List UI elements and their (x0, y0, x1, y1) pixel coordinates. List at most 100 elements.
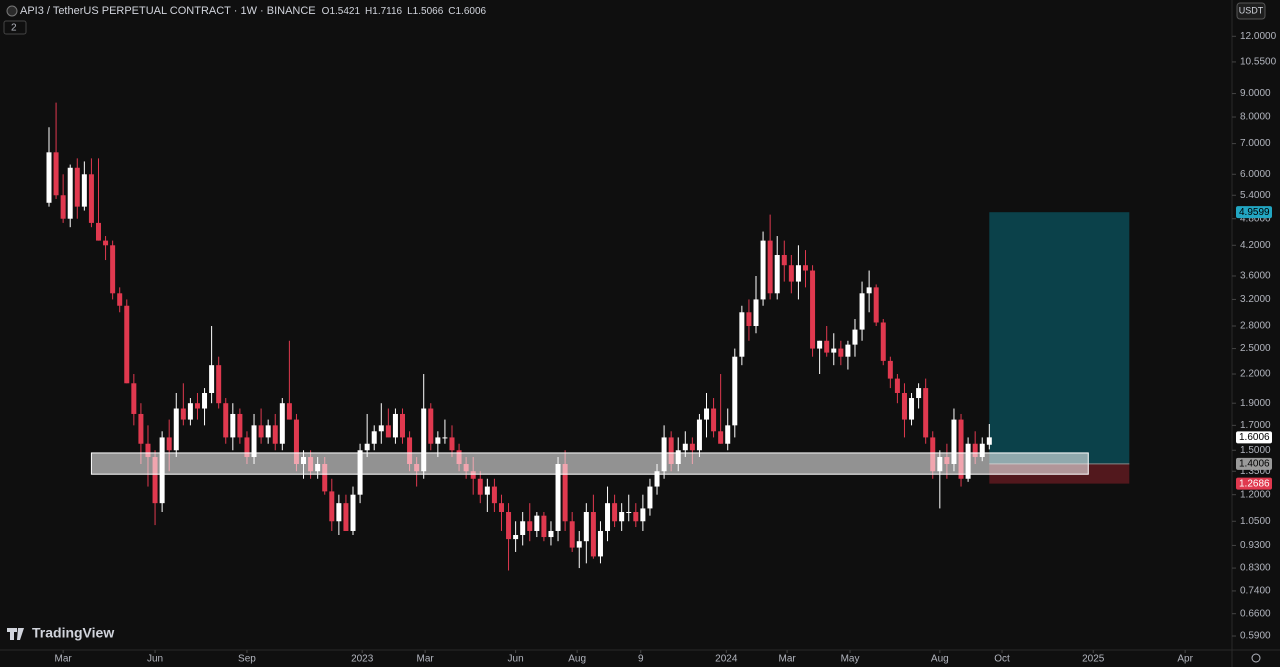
candle-body (972, 443, 978, 458)
settings-button[interactable] (1251, 653, 1261, 663)
y-tick-label: 0.6600 (1240, 608, 1271, 619)
candle-body (520, 521, 526, 536)
candle-body (753, 299, 759, 327)
candle-body (202, 392, 208, 409)
candle-body (103, 240, 109, 246)
candle-body (187, 403, 193, 420)
entry-price-label: 1.4006 (1239, 459, 1270, 470)
candle-body (647, 486, 653, 509)
candle-body (364, 443, 370, 451)
candle-body (682, 443, 688, 451)
x-tick-label: Jun (147, 654, 163, 665)
candle-body (336, 503, 342, 522)
candle-body (449, 437, 455, 451)
y-tick-label: 1.7000 (1240, 420, 1271, 431)
candle-body (873, 287, 879, 323)
x-tick-label: Mar (417, 654, 435, 665)
candle-body (562, 464, 568, 522)
y-tick-label: 6.0000 (1240, 169, 1271, 180)
y-tick-label: 12.0000 (1240, 31, 1277, 42)
ohlc-letter: O (322, 6, 330, 17)
candle-body (555, 464, 561, 531)
candle-body (265, 425, 271, 438)
candle-body (194, 403, 200, 409)
y-tick-label: 4.2000 (1240, 240, 1271, 251)
x-tick-label: 2023 (351, 654, 374, 665)
y-tick-label: 1.3500 (1240, 466, 1271, 477)
candle-body (484, 486, 490, 495)
candle-body (626, 512, 632, 514)
candle-body (67, 167, 73, 219)
candle-body (506, 512, 512, 540)
brand-logo: TradingView (32, 625, 114, 641)
candle-body (343, 503, 349, 531)
candle-body (498, 503, 504, 513)
symbol-icon[interactable] (6, 5, 18, 17)
x-tick-label: Jun (508, 654, 524, 665)
x-tick-label: 2024 (715, 654, 738, 665)
x-tick-label: Oct (994, 654, 1010, 665)
ohlc-readout: O1.5421 H1.7116 L1.5066 C1.6006 (322, 6, 487, 17)
candle-body (237, 413, 243, 438)
candle-body (110, 245, 116, 294)
ohlc-value: 1.7116 (372, 6, 402, 17)
brand-icon (7, 628, 24, 640)
candle-body (322, 464, 328, 492)
position-target-zone (989, 212, 1130, 464)
currency-button[interactable] (1236, 2, 1266, 20)
candle-body (400, 413, 405, 438)
candle-body (916, 388, 922, 399)
ohlc-value: 1.5421 (329, 6, 360, 17)
candle-body (619, 512, 625, 522)
indicator-toggle[interactable] (3, 20, 27, 35)
candle-body (272, 425, 278, 444)
x-tick-label: Apr (1177, 654, 1193, 665)
candle-body (774, 255, 780, 294)
candle-body (704, 408, 710, 420)
y-tick-label: 0.5900 (1240, 631, 1271, 642)
x-tick-label: Mar (55, 654, 73, 665)
y-tick-label: 1.5000 (1240, 445, 1271, 456)
candle-body (923, 388, 929, 438)
candle-body (88, 174, 94, 223)
candle-body (795, 265, 801, 282)
candle-body (258, 425, 264, 438)
candle-body (350, 494, 356, 531)
candle-body (95, 222, 101, 241)
y-tick-label: 9.0000 (1240, 88, 1271, 99)
candle-body (668, 437, 674, 465)
candle-body (909, 398, 915, 420)
candle-body (817, 340, 823, 349)
candle-body (548, 530, 554, 538)
candle-body (788, 265, 794, 282)
candle-body (46, 152, 52, 203)
candle-body (60, 195, 66, 219)
candle-body (838, 348, 844, 357)
candle-body (421, 408, 427, 472)
stop-price-label-bg (1236, 477, 1272, 490)
stop-price-label: 1.2686 (1239, 478, 1270, 489)
candle-body (74, 167, 80, 207)
candle-body (583, 512, 589, 542)
y-tick-label: 2.2000 (1240, 369, 1271, 380)
candle-body (802, 265, 808, 271)
x-tick-label: 9 (638, 654, 644, 665)
candle-body (746, 312, 752, 327)
support-zone (90, 452, 1089, 475)
candle-body (251, 425, 257, 458)
candle-body (230, 413, 236, 438)
candle-body (732, 356, 738, 426)
candle-body (696, 419, 702, 451)
candle-body (845, 344, 851, 357)
candle-body (640, 508, 646, 522)
candle-body (173, 408, 179, 451)
candle-body (378, 425, 384, 432)
y-tick-label: 2.5000 (1240, 343, 1271, 354)
candle-body (810, 270, 816, 349)
candle-body (852, 329, 858, 345)
last-price-label: 1.6006 (1239, 432, 1270, 443)
candle-body (279, 403, 285, 444)
candle-body (216, 365, 222, 404)
x-tick-label: May (841, 654, 860, 665)
y-tick-label: 1.2000 (1240, 489, 1271, 500)
